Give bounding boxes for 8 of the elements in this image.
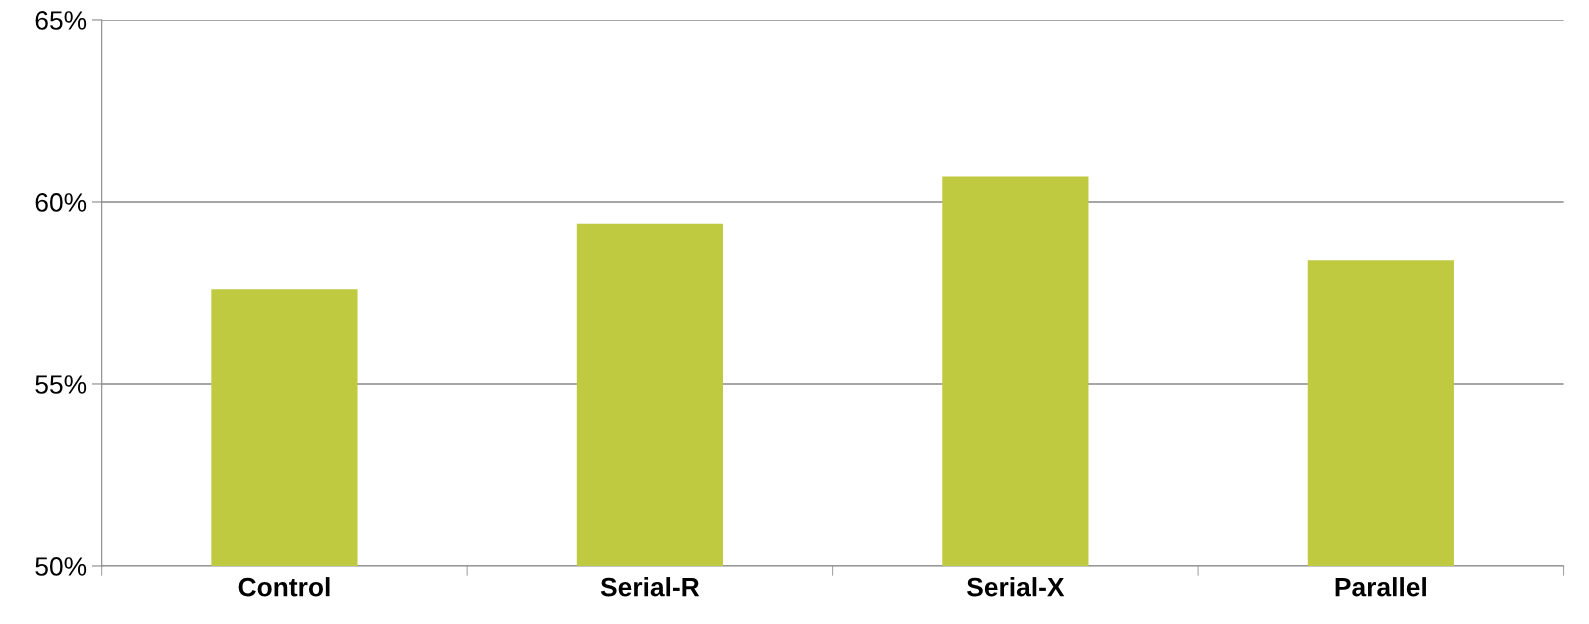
x-tick-label: Control [238,577,330,597]
y-tick-label: 65% [35,11,87,30]
x-tick-label: Serial-R [600,577,700,597]
y-tick-label: 60% [35,193,87,212]
x-tick-label: Serial-X [966,577,1065,597]
y-tick-label: 50% [35,557,87,576]
y-tick-label: 55% [35,375,87,394]
x-tick-label: Parallel [1335,577,1426,597]
